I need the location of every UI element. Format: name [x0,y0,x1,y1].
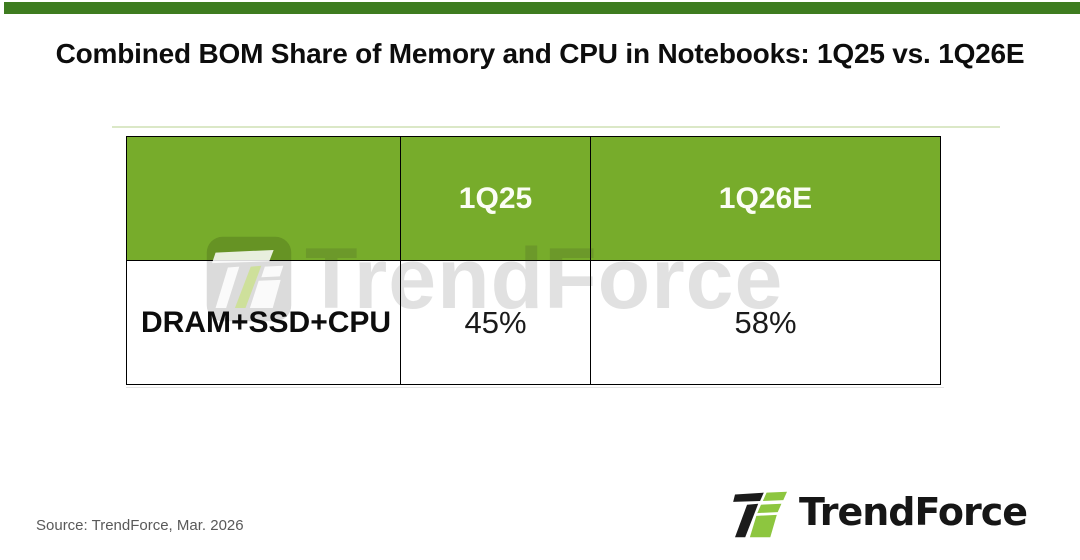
trendforce-logo: TrendForce [733,488,1028,540]
value-1q26e: 58% [590,260,941,385]
value-1q25: 45% [400,260,591,385]
table-top-hairline [112,126,1000,128]
trendforce-logo-icon [733,491,787,538]
header-cell-blank [126,136,401,261]
logo-text: TrendForce [799,490,1028,534]
page-title: Combined BOM Share of Memory and CPU in … [55,38,1025,69]
table-bottom-hairline [126,387,944,388]
source-note: Source: TrendForce, Mar. 2026 [36,517,244,534]
header-cell-1q26e: 1Q26E [590,136,941,261]
table-row: DRAM+SSD+CPU 45% 58% [126,260,941,385]
row-label-dram-ssd-cpu: DRAM+SSD+CPU [126,260,401,385]
top-accent-bar [4,2,1080,14]
table-header-row: 1Q25 1Q26E [126,136,941,261]
header-cell-1q25: 1Q25 [400,136,591,261]
bom-share-table: 1Q25 1Q26E DRAM+SSD+CPU 45% 58% [126,136,941,385]
